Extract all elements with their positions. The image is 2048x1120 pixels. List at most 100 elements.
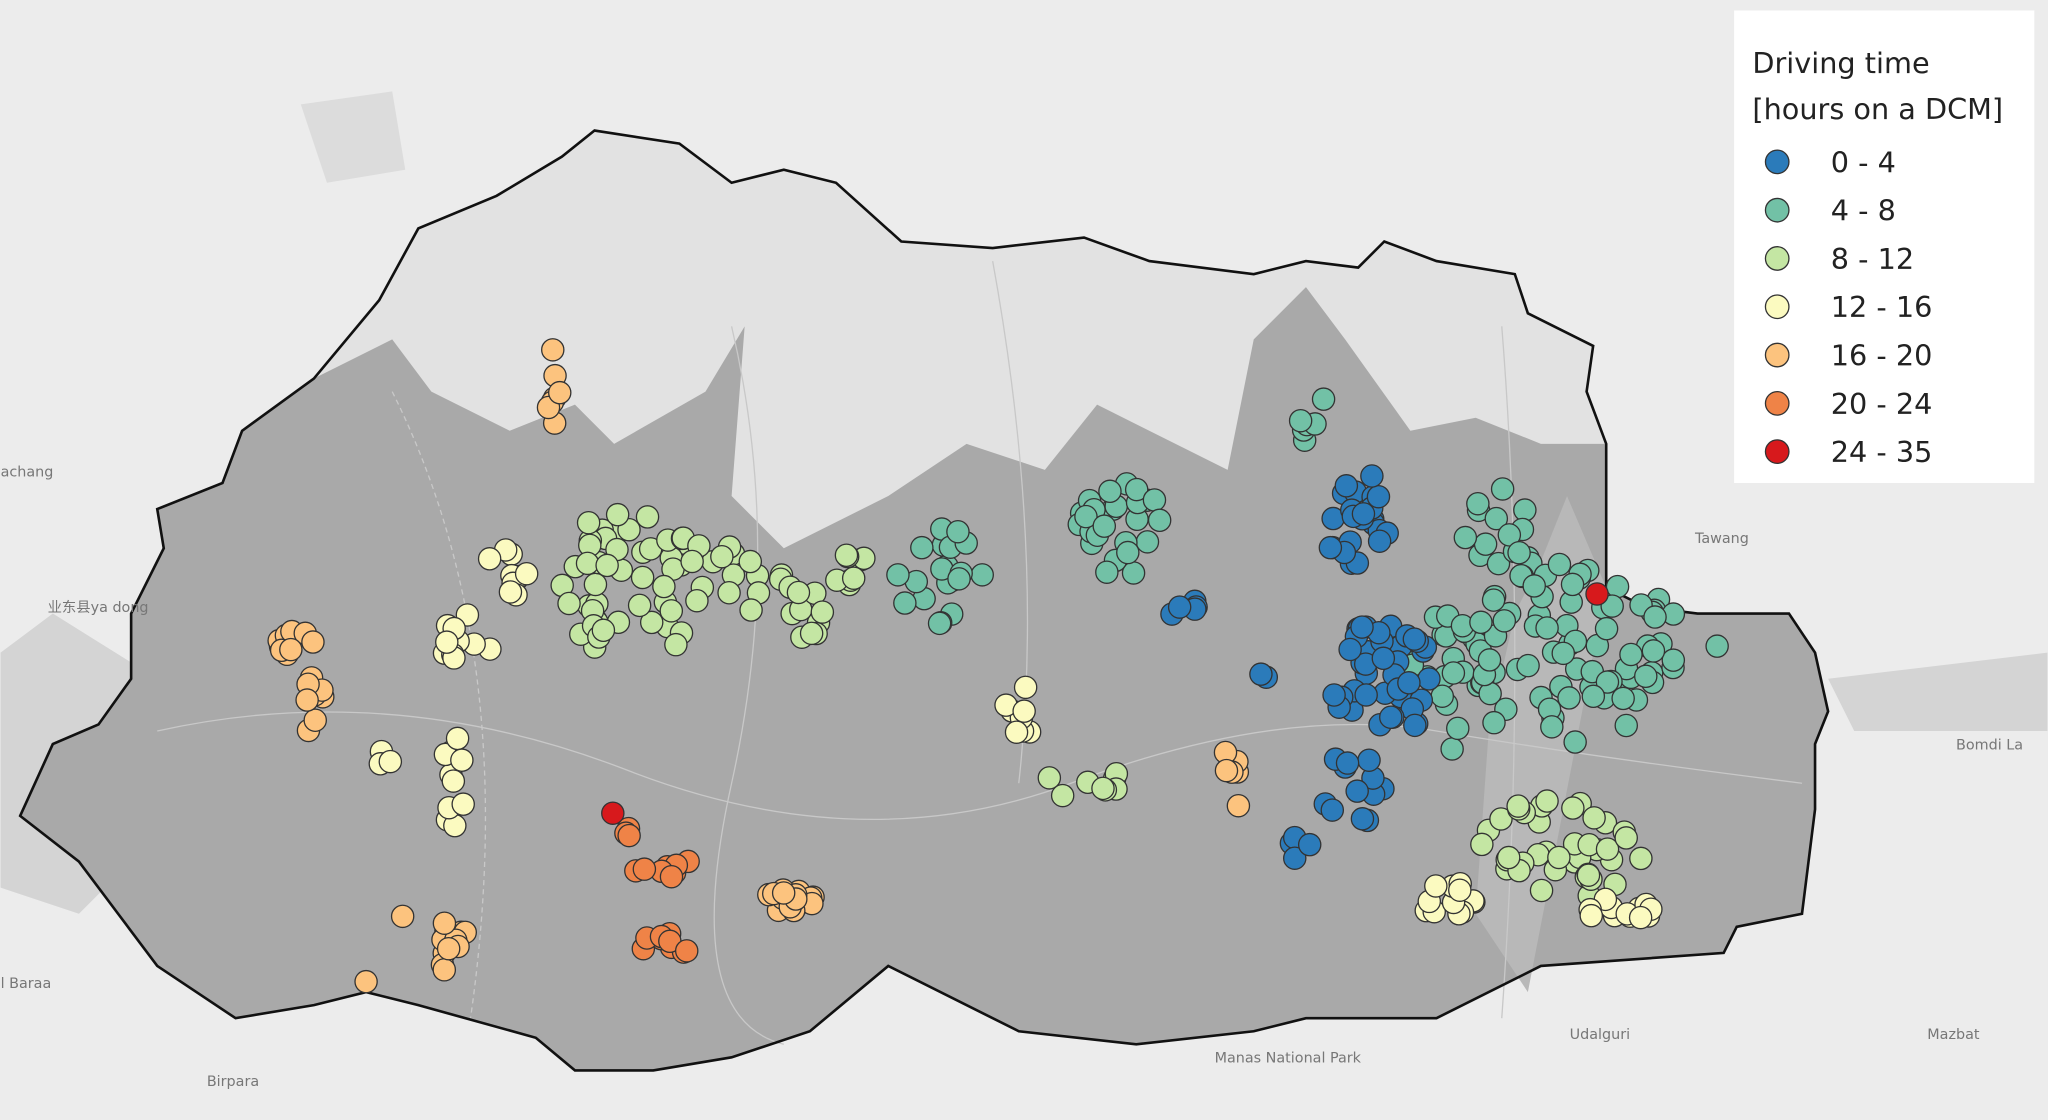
place-label: l Baraa bbox=[1, 976, 52, 992]
site-marker bbox=[639, 610, 664, 635]
site-marker bbox=[1585, 582, 1609, 606]
site-marker bbox=[1611, 686, 1635, 711]
site-marker bbox=[1448, 878, 1472, 902]
site-marker bbox=[1469, 610, 1493, 635]
site-marker bbox=[1417, 667, 1441, 691]
legend-swatch bbox=[1764, 390, 1790, 416]
terrain bbox=[1828, 652, 2048, 732]
site-marker bbox=[1403, 713, 1427, 738]
site-marker bbox=[1214, 758, 1239, 783]
site-marker bbox=[1338, 637, 1362, 662]
site-marker bbox=[710, 544, 734, 569]
legend-label: 12 - 16 bbox=[1831, 290, 1933, 324]
site-marker bbox=[1366, 484, 1391, 509]
site-marker bbox=[1095, 560, 1119, 584]
site-marker bbox=[1540, 715, 1564, 739]
site-marker bbox=[451, 792, 475, 816]
site-marker bbox=[1334, 474, 1359, 498]
site-marker bbox=[1634, 664, 1658, 689]
site-marker bbox=[1091, 776, 1115, 801]
site-marker bbox=[1288, 408, 1313, 433]
site-marker bbox=[680, 549, 704, 574]
site-marker bbox=[1595, 837, 1620, 861]
site-marker bbox=[1484, 506, 1509, 531]
site-marker bbox=[1092, 514, 1117, 538]
site-marker bbox=[1614, 713, 1639, 738]
site-marker bbox=[1535, 789, 1559, 813]
site-marker bbox=[1012, 699, 1036, 723]
site-marker bbox=[1560, 572, 1585, 597]
roads bbox=[157, 260, 1803, 1045]
legend-label: 20 - 24 bbox=[1831, 387, 1933, 421]
site-marker bbox=[1506, 794, 1530, 818]
site-marker bbox=[1379, 705, 1403, 729]
site-marker bbox=[674, 939, 699, 963]
place-label: Birpara bbox=[207, 1074, 259, 1090]
site-marker bbox=[1037, 766, 1062, 790]
site-marker bbox=[1283, 846, 1307, 870]
site-marker bbox=[1350, 807, 1375, 831]
site-marker bbox=[435, 630, 459, 654]
legend-swatch bbox=[1764, 439, 1790, 465]
site-marker bbox=[576, 510, 601, 535]
site-marker bbox=[1522, 574, 1546, 598]
site-marker bbox=[595, 553, 619, 578]
site-marker bbox=[1705, 634, 1729, 658]
site-marker bbox=[1473, 532, 1498, 556]
site-marker bbox=[659, 599, 684, 623]
site-marker bbox=[445, 726, 470, 751]
site-marker bbox=[1402, 627, 1427, 651]
legend-label: 24 - 35 bbox=[1831, 435, 1933, 469]
site-marker bbox=[1074, 504, 1098, 529]
site-marker bbox=[1470, 832, 1494, 857]
site-marker bbox=[1581, 684, 1606, 709]
site-marker bbox=[652, 574, 676, 599]
site-marker bbox=[1098, 479, 1122, 504]
site-marker bbox=[1440, 737, 1464, 761]
site-marker bbox=[1226, 793, 1251, 818]
legend-label: 16 - 20 bbox=[1831, 339, 1933, 373]
site-marker bbox=[1513, 498, 1537, 522]
legend-title: [hours on a DCM] bbox=[1752, 92, 2003, 126]
site-marker bbox=[1446, 716, 1470, 741]
site-marker bbox=[498, 580, 523, 604]
site-marker bbox=[1466, 491, 1490, 516]
site-marker bbox=[1357, 748, 1381, 772]
site-marker bbox=[946, 519, 970, 544]
site-marker bbox=[1453, 525, 1478, 550]
site-marker bbox=[1351, 502, 1376, 526]
site-marker bbox=[450, 748, 474, 772]
site-marker bbox=[738, 549, 763, 574]
place-label: achang bbox=[1, 464, 54, 480]
site-marker bbox=[1594, 616, 1619, 641]
site-marker bbox=[1557, 686, 1581, 710]
place-label: Udalguri bbox=[1570, 1027, 1630, 1043]
site-marker bbox=[1322, 683, 1346, 707]
site-marker bbox=[354, 969, 378, 994]
legend-label: 4 - 8 bbox=[1831, 194, 1896, 228]
site-marker bbox=[441, 769, 466, 793]
site-marker bbox=[1318, 535, 1343, 560]
site-marker bbox=[1124, 477, 1149, 502]
site-marker bbox=[1490, 477, 1515, 501]
site-marker bbox=[514, 561, 539, 586]
site-marker bbox=[1643, 605, 1667, 629]
site-marker bbox=[1497, 523, 1522, 547]
site-marker bbox=[1297, 832, 1322, 857]
site-marker bbox=[1335, 751, 1360, 775]
site-marker bbox=[1320, 798, 1345, 822]
site-marker bbox=[1579, 903, 1604, 928]
legend-label: 8 - 12 bbox=[1831, 242, 1914, 276]
site-marker bbox=[1492, 609, 1517, 633]
site-marker bbox=[1116, 540, 1140, 565]
site-marker bbox=[617, 823, 641, 848]
site-marker bbox=[685, 588, 709, 613]
site-marker bbox=[1535, 616, 1559, 640]
site-marker bbox=[583, 572, 608, 597]
site-marker bbox=[1614, 826, 1638, 850]
site-marker bbox=[1605, 574, 1630, 599]
site-marker bbox=[1013, 675, 1038, 700]
site-marker bbox=[1547, 845, 1571, 870]
